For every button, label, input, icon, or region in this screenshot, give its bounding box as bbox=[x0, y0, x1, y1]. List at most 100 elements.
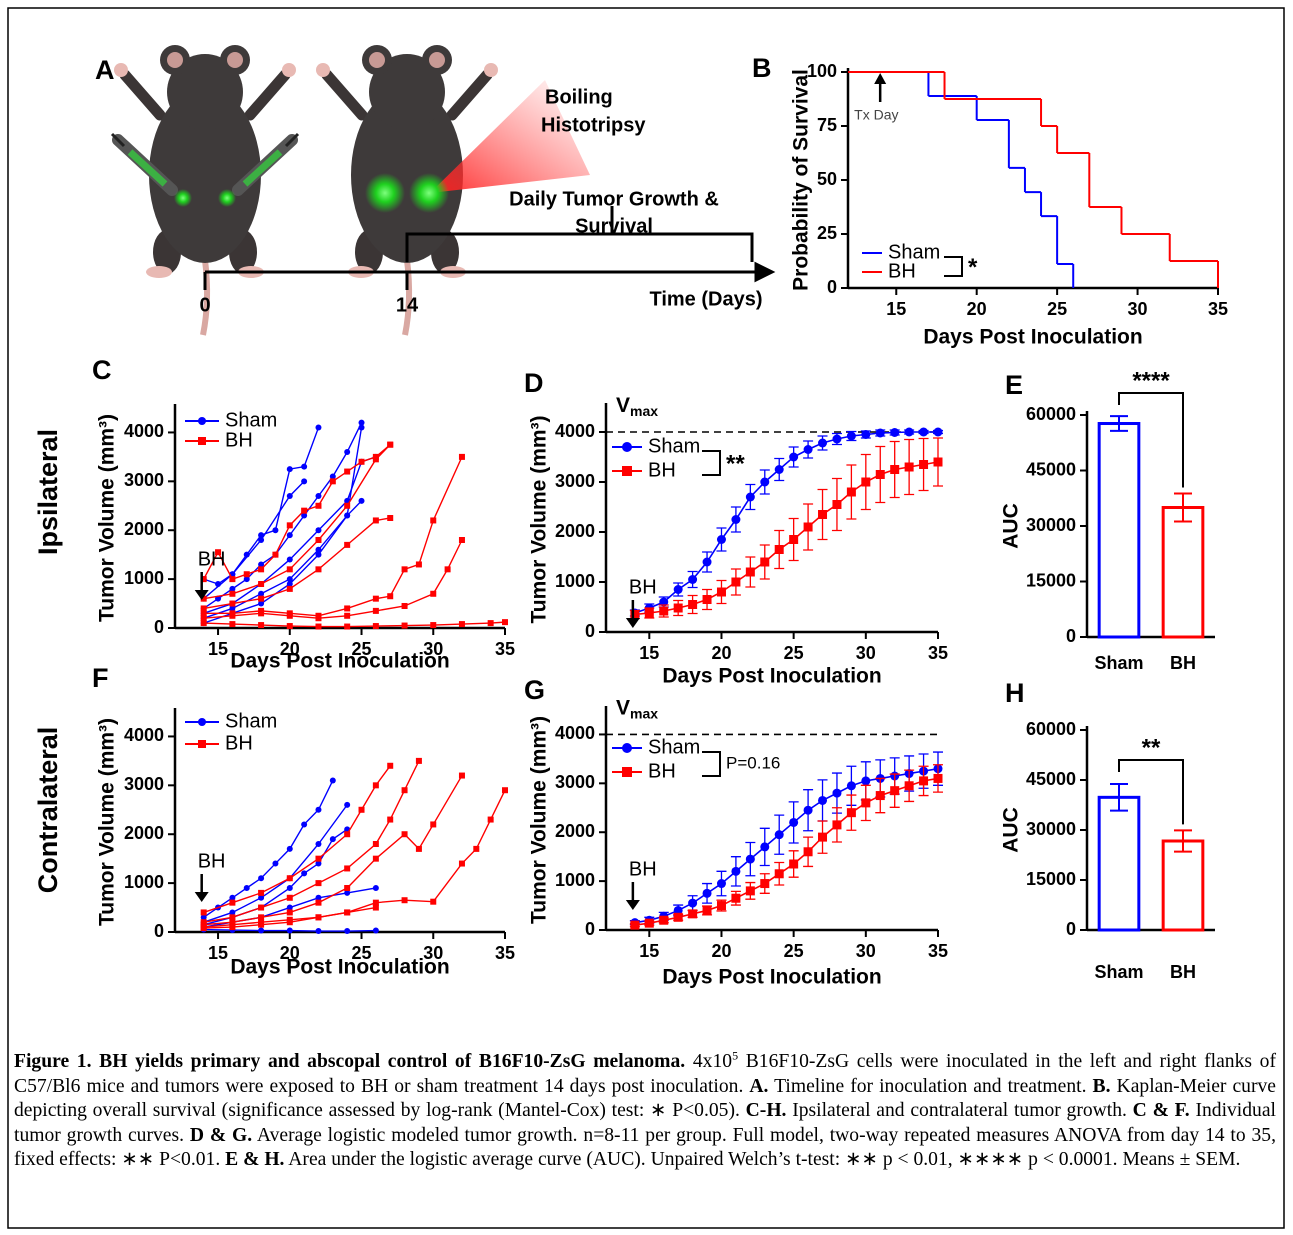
marker bbox=[315, 880, 322, 887]
legend-label: BH bbox=[225, 732, 253, 754]
marker bbox=[301, 463, 308, 470]
marker bbox=[803, 805, 813, 815]
caption-text: C-H. bbox=[745, 1100, 787, 1121]
marker bbox=[286, 919, 293, 926]
panel-letter: G bbox=[524, 675, 545, 705]
marker bbox=[372, 623, 379, 630]
marker bbox=[372, 517, 379, 524]
marker bbox=[818, 832, 828, 842]
marker bbox=[832, 500, 842, 509]
marker bbox=[760, 477, 770, 487]
marker bbox=[286, 909, 293, 916]
x-tick-label: 30 bbox=[423, 639, 443, 659]
marker bbox=[258, 914, 265, 921]
x-tick-label: Sham bbox=[1094, 653, 1143, 673]
marker bbox=[315, 551, 322, 558]
marker bbox=[243, 571, 250, 578]
marker bbox=[258, 904, 265, 911]
y-tick-label: 0 bbox=[585, 919, 595, 939]
timeline-label: Time (Days) bbox=[649, 288, 762, 310]
significance-label: * bbox=[968, 254, 978, 281]
marker bbox=[731, 893, 741, 903]
significance-label: P=0.16 bbox=[726, 753, 780, 772]
marker bbox=[688, 898, 698, 908]
y-axis-title: Probability of Survival bbox=[790, 69, 813, 291]
marker bbox=[774, 465, 784, 474]
marker bbox=[215, 549, 222, 556]
x-tick-label: 15 bbox=[208, 639, 228, 659]
marker bbox=[315, 546, 322, 553]
mean-curve bbox=[634, 431, 938, 614]
marker bbox=[673, 585, 683, 594]
y-tick-label: 3000 bbox=[124, 470, 164, 490]
marker bbox=[818, 438, 828, 448]
marker bbox=[401, 897, 408, 904]
mean-curve bbox=[634, 777, 939, 926]
marker bbox=[372, 595, 379, 602]
marker bbox=[229, 899, 236, 906]
marker bbox=[200, 615, 207, 622]
legend-label: BH bbox=[888, 260, 916, 282]
x-tick-label: BH bbox=[1170, 962, 1196, 982]
marker bbox=[846, 487, 856, 497]
x-axis-title: Days Post Inoculation bbox=[662, 665, 881, 688]
marker bbox=[789, 535, 799, 544]
marker bbox=[904, 781, 914, 791]
marker bbox=[344, 468, 351, 475]
marker bbox=[716, 879, 726, 889]
marker bbox=[286, 493, 293, 499]
marker bbox=[372, 841, 379, 847]
x-tick-label: 15 bbox=[639, 643, 659, 663]
marker bbox=[229, 590, 236, 597]
marker bbox=[774, 869, 784, 879]
marker bbox=[229, 621, 236, 628]
marker bbox=[673, 905, 683, 915]
y-tick-label: 2000 bbox=[555, 821, 595, 841]
panel-letter: E bbox=[1005, 370, 1023, 400]
marker bbox=[803, 847, 813, 857]
marker bbox=[258, 622, 265, 629]
marker bbox=[358, 424, 365, 431]
tumor-curve bbox=[203, 456, 463, 617]
marker bbox=[200, 909, 207, 916]
marker bbox=[344, 449, 351, 455]
significance-label: ** bbox=[726, 450, 745, 477]
timeline-tick: 0 bbox=[199, 294, 210, 316]
x-tick-label: 25 bbox=[784, 941, 804, 961]
panel-letter: A bbox=[95, 55, 115, 85]
annotation-arrowhead bbox=[625, 900, 640, 910]
marker bbox=[458, 621, 465, 628]
tumor-curve bbox=[203, 828, 348, 926]
tumor-curve bbox=[203, 517, 391, 610]
timeline-tick: 14 bbox=[396, 294, 419, 316]
x-axis-title: Days Post Inoculation bbox=[230, 650, 449, 673]
marker bbox=[789, 859, 799, 869]
vmax-label-main: V bbox=[616, 394, 630, 417]
tumor-curve bbox=[203, 621, 506, 628]
marker bbox=[344, 623, 351, 630]
marker bbox=[286, 581, 293, 587]
x-tick-label: 30 bbox=[856, 941, 876, 961]
marker bbox=[890, 465, 900, 474]
legend-marker bbox=[622, 466, 632, 476]
y-tick-label: 4000 bbox=[555, 421, 595, 441]
marker bbox=[286, 885, 293, 891]
marker bbox=[286, 585, 293, 592]
marker bbox=[688, 909, 698, 919]
marker bbox=[258, 595, 265, 602]
followup-label: Survival bbox=[575, 215, 653, 237]
marker bbox=[430, 590, 437, 597]
marker bbox=[329, 478, 336, 485]
marker bbox=[258, 894, 265, 901]
marker bbox=[344, 865, 351, 872]
vmax-label: Vmax bbox=[616, 394, 658, 419]
x-tick-label: 20 bbox=[967, 299, 987, 319]
y-tick-label: 3000 bbox=[124, 774, 164, 794]
marker bbox=[933, 773, 943, 783]
marker bbox=[904, 462, 914, 472]
marker bbox=[919, 427, 929, 437]
y-tick-label: 3000 bbox=[555, 772, 595, 792]
marker bbox=[430, 622, 437, 629]
marker bbox=[358, 419, 365, 426]
